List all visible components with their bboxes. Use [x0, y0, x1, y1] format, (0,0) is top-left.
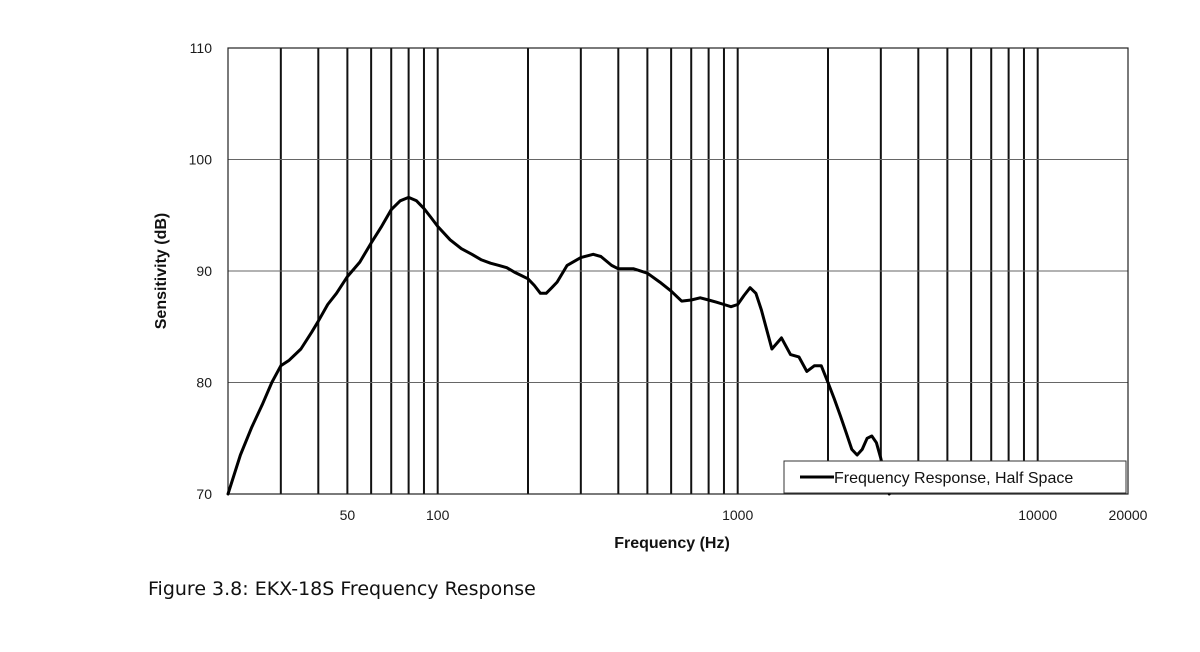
x-tick-label: 1000 [722, 507, 753, 523]
legend: Frequency Response, Half Space [783, 460, 1127, 494]
y-tick-label: 100 [189, 152, 213, 168]
y-tick-label: 70 [196, 486, 212, 502]
series-line-frequency-response [226, 195, 891, 496]
x-axis-ticks: 50 100 1000 10000 20000 [340, 507, 1148, 523]
y-axis-ticks: 70 80 90 100 110 [189, 40, 213, 502]
x-tick-label: 100 [426, 507, 450, 523]
y-tick-label: 90 [196, 263, 212, 279]
x-tick-label: 10000 [1018, 507, 1057, 523]
x-axis-title: Frequency (Hz) [614, 535, 730, 552]
legend-label: Frequency Response, Half Space [834, 470, 1073, 487]
legend-box [783, 460, 1127, 494]
frequency-response-chart: 70 80 90 100 110 50 100 1000 10000 20000 Frequen… [153, 40, 1148, 552]
figure-caption: Figure 3.8: EKX-18S Frequency Response [148, 578, 536, 600]
x-tick-label: 20000 [1109, 507, 1148, 523]
gridlines [228, 48, 1128, 494]
y-tick-label: 110 [190, 40, 213, 56]
y-axis-title: Sensitivity (dB) [153, 213, 170, 329]
plot-frame [227, 47, 1129, 495]
x-tick-label: 50 [340, 507, 356, 523]
y-tick-label: 80 [196, 375, 212, 391]
